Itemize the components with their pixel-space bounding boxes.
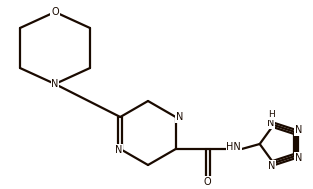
Text: N: N <box>268 161 275 171</box>
Text: O: O <box>204 177 212 187</box>
Text: N: N <box>295 125 303 135</box>
Text: N: N <box>176 112 183 122</box>
Text: N: N <box>267 118 274 128</box>
Text: H: H <box>268 111 275 119</box>
Text: N: N <box>115 145 122 155</box>
Text: N: N <box>51 79 59 89</box>
Text: O: O <box>51 7 59 17</box>
Text: N: N <box>295 153 303 163</box>
Text: HN: HN <box>226 142 241 152</box>
